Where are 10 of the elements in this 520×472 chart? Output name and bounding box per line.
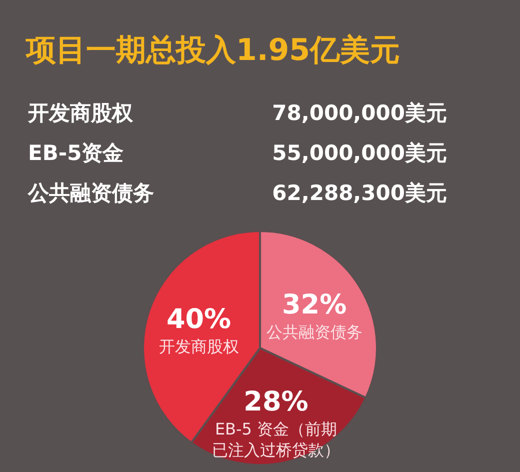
data-label: 32% [282,290,347,321]
slice-label: 公共融资债务 [266,322,362,342]
chart-title: 项目一期总投入1.95亿美元 [25,33,400,68]
data-label: 40% [166,304,232,336]
text: 开发商股权 78,000,000美元 [28,101,447,125]
text: 公共融资债务 62,288,300美元 [28,181,447,205]
data-label: 28% [244,386,308,418]
text: EB-5资金 55,000,000美元 [28,141,447,165]
slice-label: EB-5 资金（前期已注入过桥贷款） [212,419,340,460]
slice-label: 开发商股权 [158,337,239,356]
